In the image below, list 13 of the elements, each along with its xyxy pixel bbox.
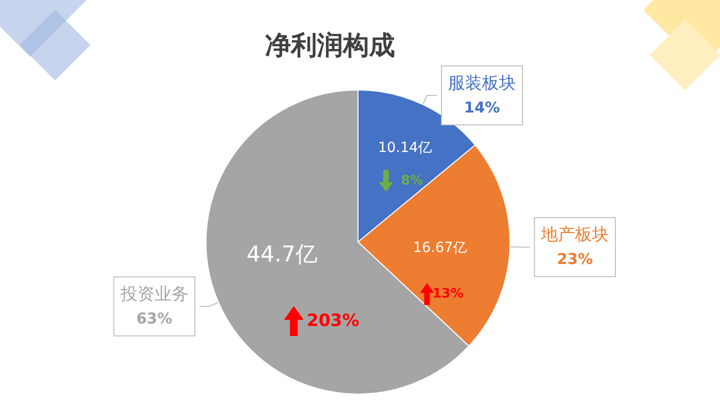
text: 13% [432, 286, 464, 302]
text: 16.67亿 [412, 240, 468, 256]
slice-label: 投资业务 [119, 284, 188, 304]
chart-title: 净利润构成 [265, 31, 395, 61]
data-label: 14% [464, 98, 500, 116]
data-label: 63% [136, 309, 172, 328]
slice-label: 服装板块 [448, 73, 516, 94]
text: 10.14亿 [378, 140, 432, 156]
text: 203% [306, 311, 360, 331]
text: 44.7亿 [246, 242, 318, 268]
data-label: 23% [556, 250, 593, 268]
text: 8% [400, 174, 424, 188]
slice-label: 地产板块 [540, 225, 609, 246]
